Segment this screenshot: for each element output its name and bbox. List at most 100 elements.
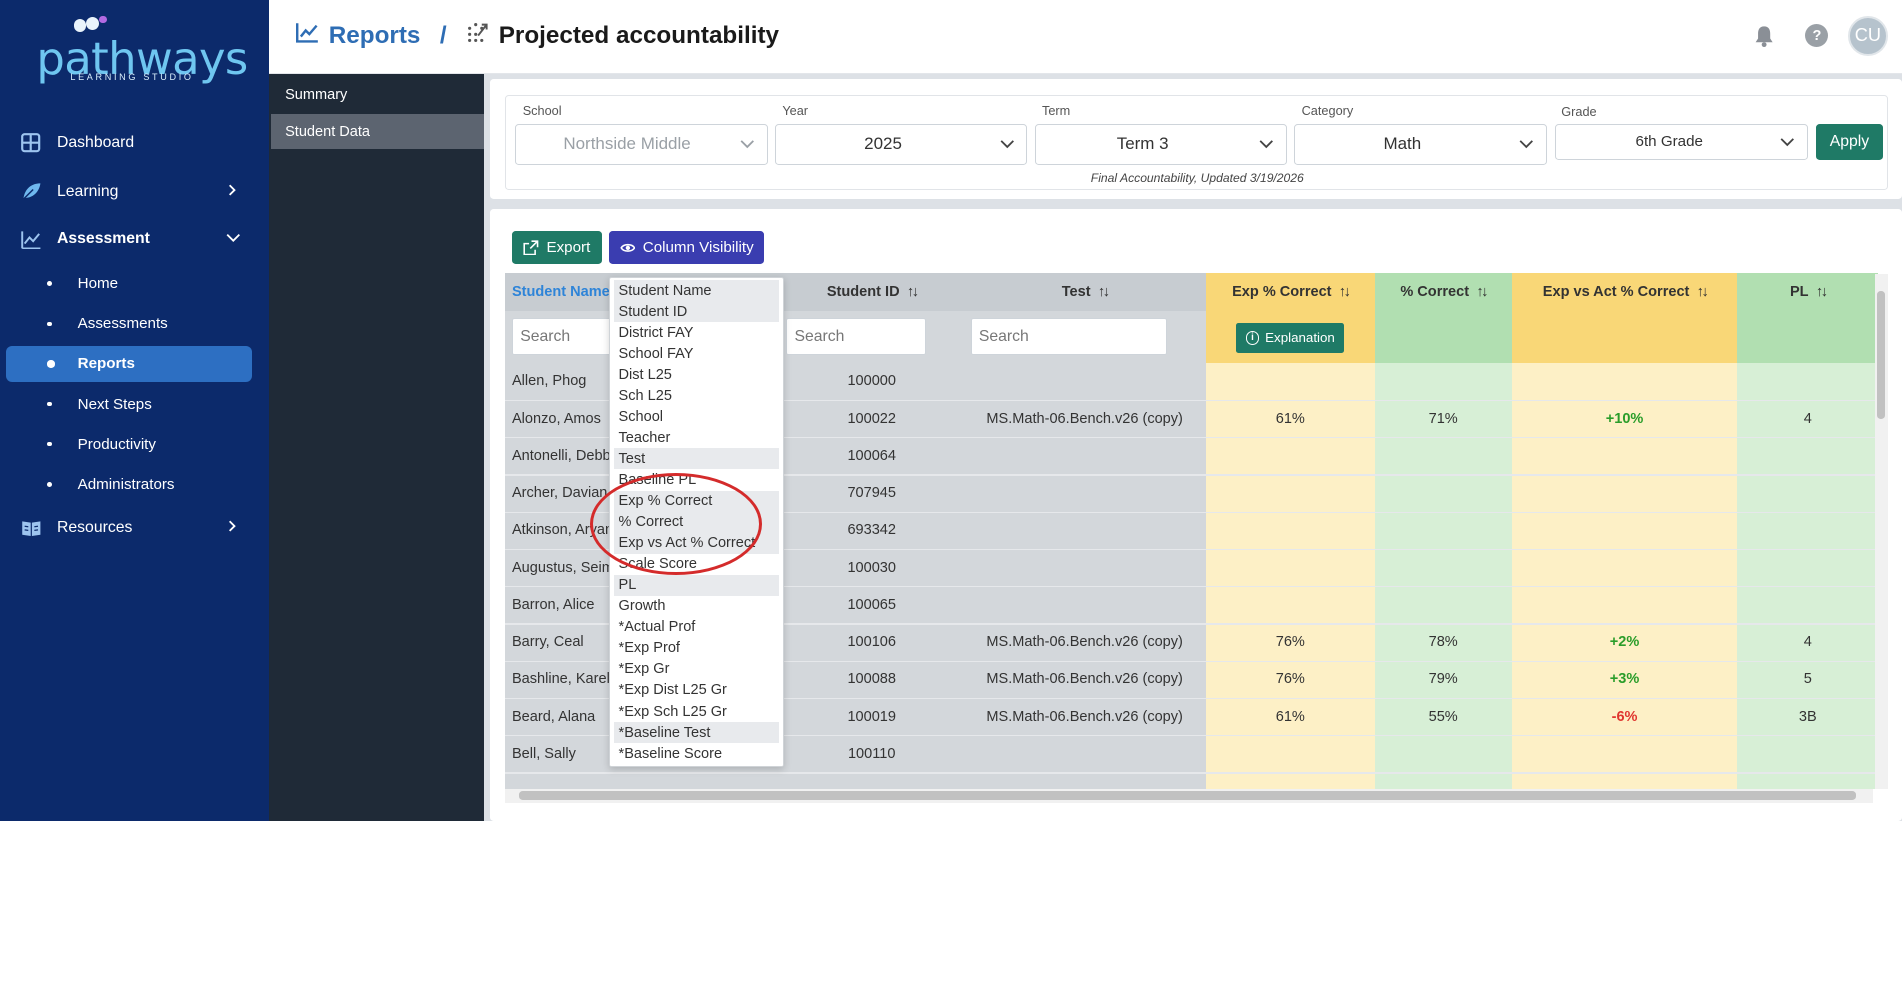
eye-icon (620, 240, 636, 256)
column-toggle-item[interactable]: Dist L25 (618, 366, 672, 383)
header-exp-vs-act[interactable]: Exp vs Act % Correct ↑↓ (1511, 272, 1738, 311)
top-header: Reports / Projected accountability ? CU (269, 0, 1902, 74)
sidebar-subitem-reports[interactable]: Reports (6, 345, 253, 383)
filter-bar: School Northside Middle Year 2025 Term T… (504, 94, 1888, 191)
sidebar-item-label: Learning (57, 182, 119, 200)
column-toggle-item[interactable]: PL (613, 574, 780, 596)
column-toggle-item[interactable]: Exp vs Act % Correct (613, 532, 780, 554)
cell-pct: 55% (1428, 708, 1458, 725)
chevron-down-icon (1259, 135, 1274, 150)
cell-pct: 79% (1428, 671, 1458, 688)
row-divider (504, 735, 1879, 737)
column-toggle-item[interactable]: *Baseline Score (618, 745, 723, 762)
header-exp-pct-correct[interactable]: Exp % Correct ↑↓ (1205, 272, 1375, 311)
column-toggle-item[interactable]: % Correct (613, 511, 780, 533)
cell-id: 100000 (847, 373, 896, 390)
grade-label: Grade (1561, 104, 1597, 120)
cell-pl: 3B (1798, 708, 1817, 725)
sidebar-item-learning[interactable]: Learning (0, 174, 269, 210)
column-toggle-item[interactable]: Exp % Correct (613, 490, 780, 512)
sidebar-subitem-home[interactable]: Home (0, 266, 269, 302)
bullet (47, 401, 53, 407)
column-toggle-item[interactable]: Baseline PL (618, 471, 697, 488)
cell-diff (1512, 586, 1738, 623)
header-student-id[interactable]: Student ID ↑↓ (780, 272, 964, 311)
breadcrumb: Reports / Projected accountability (296, 21, 779, 51)
apply-button[interactable]: Apply (1816, 123, 1883, 160)
year-value: 2025 (864, 134, 902, 154)
export-button[interactable]: Export (511, 230, 602, 265)
scrollbar-thumb[interactable] (519, 791, 1857, 800)
column-visibility-button[interactable]: Column Visibility (609, 230, 765, 265)
cell-exp (1206, 474, 1375, 511)
sidebar-subitem-productivity[interactable]: Productivity (0, 426, 269, 462)
school-select[interactable]: Northside Middle (515, 123, 768, 165)
column-toggle-item[interactable]: District FAY (618, 324, 694, 341)
sort-icon: ↑↓ (1097, 283, 1110, 300)
cell-diff: +10% (1605, 410, 1644, 427)
sidebar-item-dashboard[interactable]: Dashboard (0, 125, 269, 161)
cell-exp: 61% (1275, 410, 1305, 427)
help-icon[interactable]: ? (1805, 24, 1829, 48)
explanation-button[interactable]: i Explanation (1236, 322, 1345, 354)
cell-id: 100022 (847, 410, 896, 427)
column-visibility-menu: Student Name Student ID District FAY School… (609, 276, 784, 767)
category-select[interactable]: Math (1294, 123, 1547, 165)
vertical-scrollbar[interactable] (1874, 274, 1888, 789)
column-toggle-item[interactable]: Student ID (613, 301, 780, 323)
cell-test: MS.Math-06.Bench.v26 (copy) (986, 671, 1183, 688)
sidebar-item-assessment[interactable]: Assessment (0, 221, 269, 257)
cell-pl (1737, 512, 1878, 549)
cell-exp: 76% (1275, 634, 1305, 651)
column-toggle-item[interactable]: Growth (618, 598, 666, 615)
test-search-input[interactable]: Search (970, 317, 1168, 356)
cell-name: Augustus, Seime (511, 559, 622, 576)
term-select[interactable]: Term 3 (1034, 123, 1288, 165)
sidebar-subitem-next-steps[interactable]: Next Steps (0, 386, 269, 422)
sort-icon: ↑↓ (1476, 283, 1488, 300)
column-toggle-item[interactable]: Sch L25 (618, 387, 672, 404)
column-toggle-item[interactable]: School (618, 408, 664, 425)
header-actions: ? CU (1752, 15, 1888, 56)
header-label: Exp % Correct (1232, 283, 1332, 300)
sidebar-item-resources[interactable]: Resources (0, 510, 269, 546)
column-toggle-item[interactable]: Test (613, 448, 780, 470)
column-toggle-item[interactable]: *Exp Dist L25 Gr (618, 682, 727, 699)
pathways-logo[interactable]: pathways LEARNING STUDIO (29, 15, 248, 88)
header-pct-correct[interactable]: % Correct ↑↓ (1374, 272, 1512, 311)
column-toggle-item[interactable]: Scale Score (618, 556, 697, 573)
cell-pl: 5 (1803, 671, 1812, 688)
column-toggle-item[interactable]: *Exp Sch L25 Gr (618, 703, 727, 720)
cell-pct (1375, 549, 1512, 586)
chevron-down-icon (1000, 135, 1015, 150)
breadcrumb-reports-link[interactable]: Reports (328, 21, 421, 49)
bell-icon[interactable] (1752, 24, 1776, 48)
column-toggle-item[interactable]: School FAY (618, 345, 694, 362)
avatar[interactable]: CU (1847, 15, 1888, 56)
column-toggle-item[interactable]: *Exp Prof (618, 640, 680, 657)
horizontal-scrollbar[interactable] (504, 788, 1874, 804)
filter-cell: Search (780, 311, 963, 363)
column-toggle-item[interactable]: *Actual Prof (618, 619, 696, 636)
cell-pct (1375, 586, 1512, 623)
sidebar-subitem-administrators[interactable]: Administrators (0, 466, 269, 502)
chevron-down-icon (1780, 134, 1795, 149)
cell-id: 100030 (847, 559, 896, 576)
sidebar-subitem-assessments[interactable]: Assessments (0, 306, 269, 342)
accountability-note: Final Accountability, Updated 3/19/2026 (1090, 170, 1304, 185)
header-test[interactable]: Test ↑↓ (963, 272, 1206, 311)
student-id-search-input[interactable]: Search (786, 317, 926, 356)
subnav-item-student-data[interactable]: Student Data (270, 114, 485, 150)
column-toggle-item[interactable]: *Exp Gr (618, 661, 670, 678)
year-select[interactable]: 2025 (775, 123, 1028, 165)
column-toggle-item[interactable]: *Baseline Test (613, 722, 780, 744)
column-toggle-item[interactable]: Teacher (618, 429, 671, 446)
row-divider (504, 586, 1879, 588)
cell-id: 100065 (847, 596, 896, 613)
header-pl[interactable]: PL ↑↓ (1737, 272, 1879, 311)
grade-select[interactable]: 6th Grade (1555, 123, 1808, 160)
subnav-item-summary[interactable]: Summary (285, 87, 348, 104)
scrollbar-thumb[interactable] (1876, 291, 1886, 419)
cell-name: Barry, Ceal (511, 634, 584, 651)
column-toggle-item[interactable]: Student Name (613, 280, 780, 302)
